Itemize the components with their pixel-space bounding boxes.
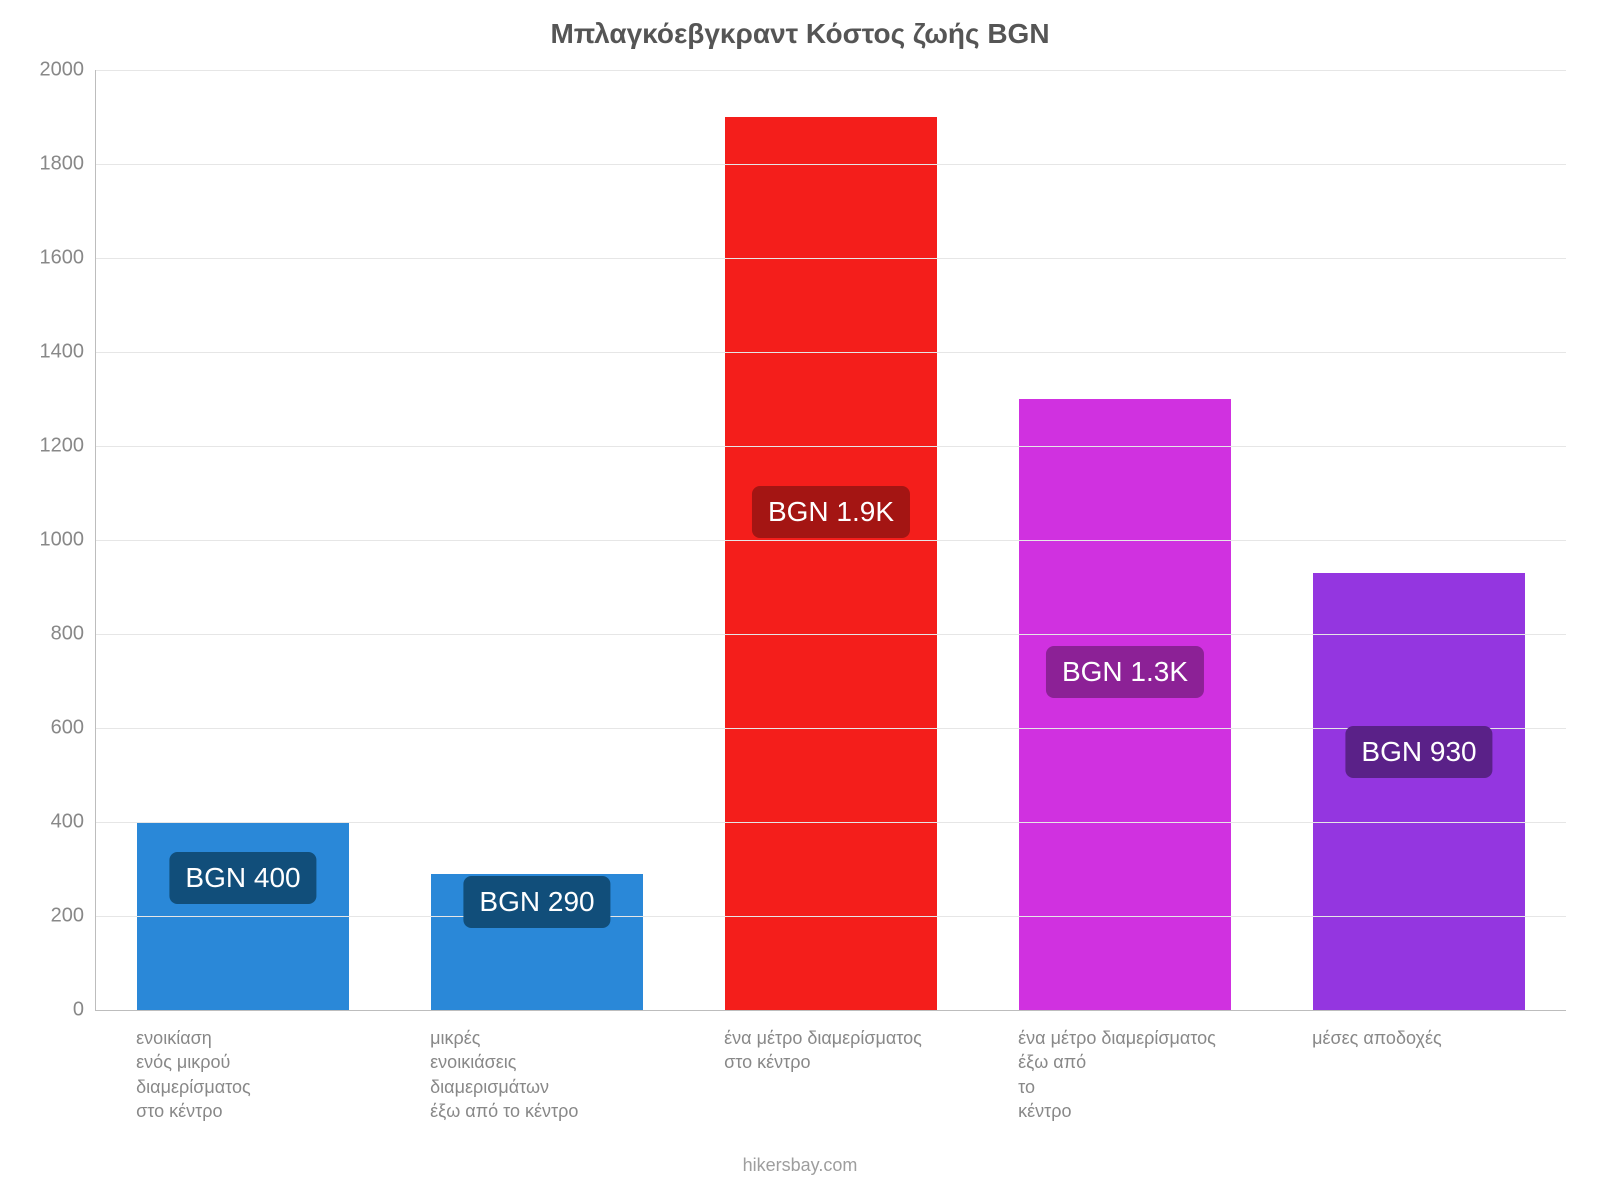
y-tick-label: 400 bbox=[51, 811, 96, 834]
y-tick-label: 800 bbox=[51, 623, 96, 646]
y-tick-label: 2000 bbox=[40, 59, 97, 82]
y-tick-label: 1200 bbox=[40, 435, 97, 458]
x-category-label: ένα μέτρο διαμερίσματος στο κέντρο bbox=[724, 1026, 922, 1075]
attribution-text: hikersbay.com bbox=[0, 1155, 1600, 1176]
gridline bbox=[96, 916, 1566, 917]
gridline bbox=[96, 540, 1566, 541]
y-tick-label: 1800 bbox=[40, 153, 97, 176]
bar-value-label: BGN 1.9K bbox=[752, 486, 910, 538]
y-tick-label: 200 bbox=[51, 905, 96, 928]
y-tick-label: 1600 bbox=[40, 247, 97, 270]
bar-value-label: BGN 930 bbox=[1345, 726, 1492, 778]
bar bbox=[1019, 399, 1231, 1010]
y-tick-label: 0 bbox=[73, 999, 96, 1022]
gridline bbox=[96, 634, 1566, 635]
bar bbox=[725, 117, 937, 1010]
plot-area: 0200400600800100012001400160018002000BGN… bbox=[95, 70, 1566, 1011]
x-category-label: ένα μέτρο διαμερίσματος έξω από το κέντρ… bbox=[1018, 1026, 1216, 1123]
gridline bbox=[96, 446, 1566, 447]
cost-of-living-chart: Μπλαγκόεβγκραντ Κόστος ζωής BGN 02004006… bbox=[0, 0, 1600, 1200]
bar bbox=[1313, 573, 1525, 1010]
chart-title: Μπλαγκόεβγκραντ Κόστος ζωής BGN bbox=[0, 18, 1600, 50]
gridline bbox=[96, 70, 1566, 71]
x-category-label: ενοικίαση ενός μικρού διαμερίσματος στο … bbox=[136, 1026, 251, 1123]
y-tick-label: 600 bbox=[51, 717, 96, 740]
gridline bbox=[96, 164, 1566, 165]
gridline bbox=[96, 352, 1566, 353]
bar-value-label: BGN 400 bbox=[169, 852, 316, 904]
x-category-label: μικρές ενοικιάσεις διαμερισμάτων έξω από… bbox=[430, 1026, 578, 1123]
x-category-label: μέσες αποδοχές bbox=[1312, 1026, 1441, 1050]
gridline bbox=[96, 822, 1566, 823]
y-tick-label: 1400 bbox=[40, 341, 97, 364]
y-tick-label: 1000 bbox=[40, 529, 97, 552]
gridline bbox=[96, 258, 1566, 259]
bar-value-label: BGN 290 bbox=[463, 876, 610, 928]
bar-value-label: BGN 1.3K bbox=[1046, 646, 1204, 698]
